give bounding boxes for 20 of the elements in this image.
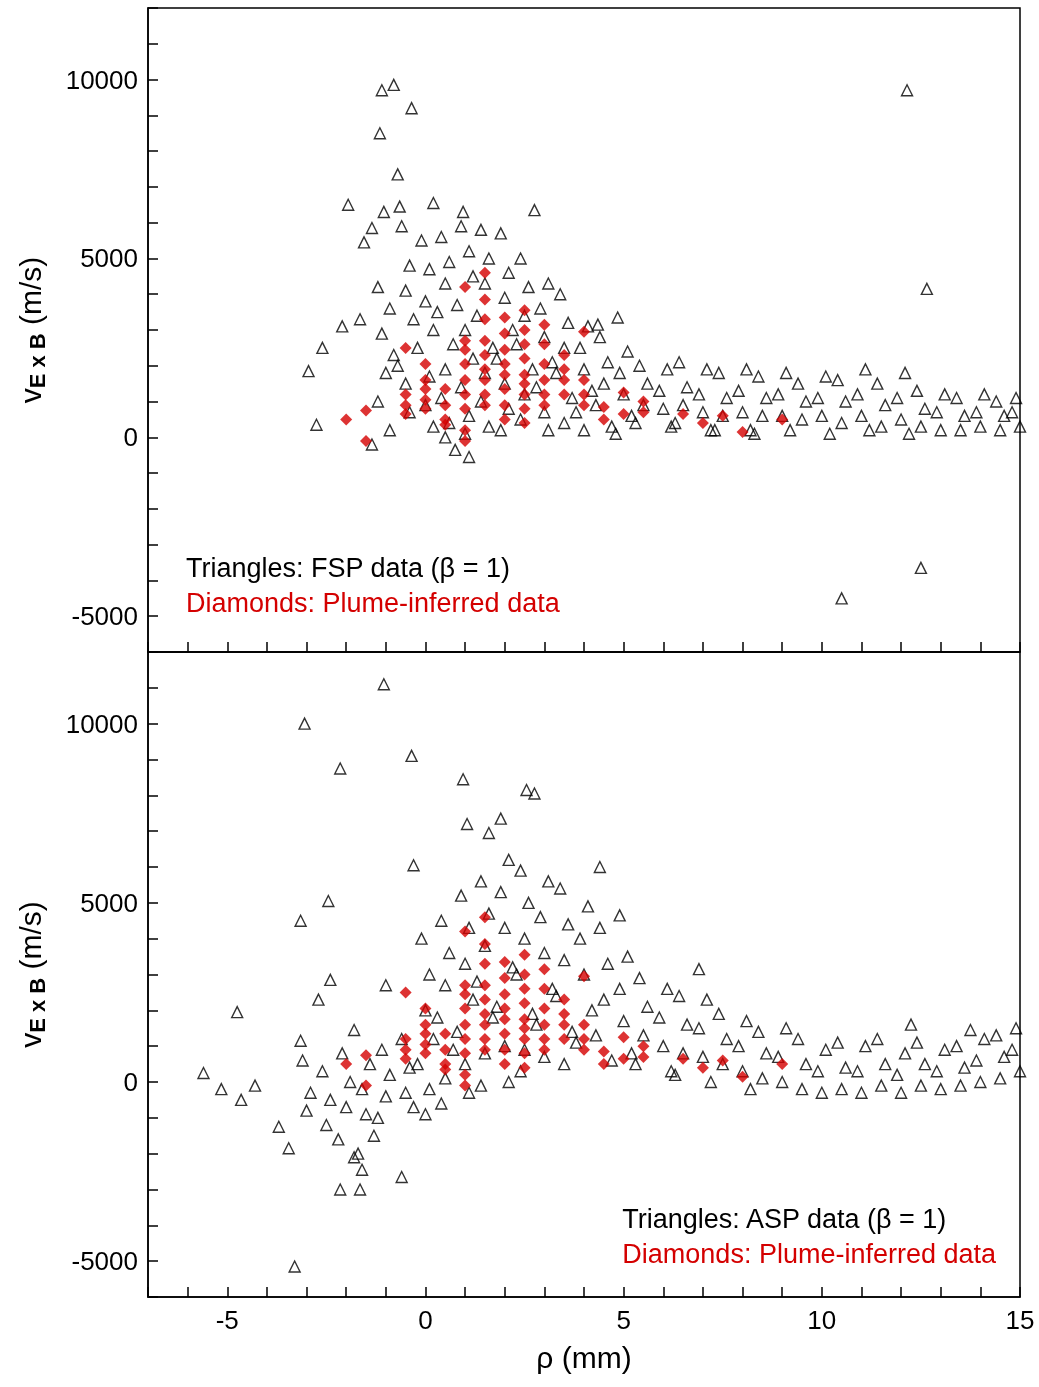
y-tick-label: 10000 (65, 708, 138, 739)
x-axis-title: ρ (mm) (536, 1340, 632, 1374)
x-tick-label: 0 (418, 1305, 433, 1335)
x-tick-label: -5 (215, 1305, 239, 1335)
y-tick-label: -5000 (71, 601, 138, 632)
text: Triangles: FSP data (β = 1) (186, 552, 510, 583)
x-tick-label: 5 (616, 1305, 631, 1335)
x-tick-label: 10 (807, 1305, 837, 1335)
text: Diamonds: Plume-inferred data (622, 1238, 997, 1269)
y-tick-label: 0 (123, 422, 138, 453)
y-tick-label: -5000 (71, 1246, 138, 1277)
y-tick-label: 10000 (65, 64, 138, 95)
y-axis-title: vE x B (m/s) (13, 901, 50, 1048)
y-tick-label: 0 (123, 1067, 138, 1097)
y-axis-title: vE x B (m/s) (13, 256, 50, 404)
text: Diamonds: Plume-inferred data (186, 587, 561, 618)
text: Triangles: ASP data (β = 1) (622, 1203, 947, 1234)
y-tick-label: 5000 (80, 243, 138, 274)
x-tick-label: 15 (1005, 1305, 1035, 1335)
y-tick-label: 5000 (80, 887, 138, 918)
